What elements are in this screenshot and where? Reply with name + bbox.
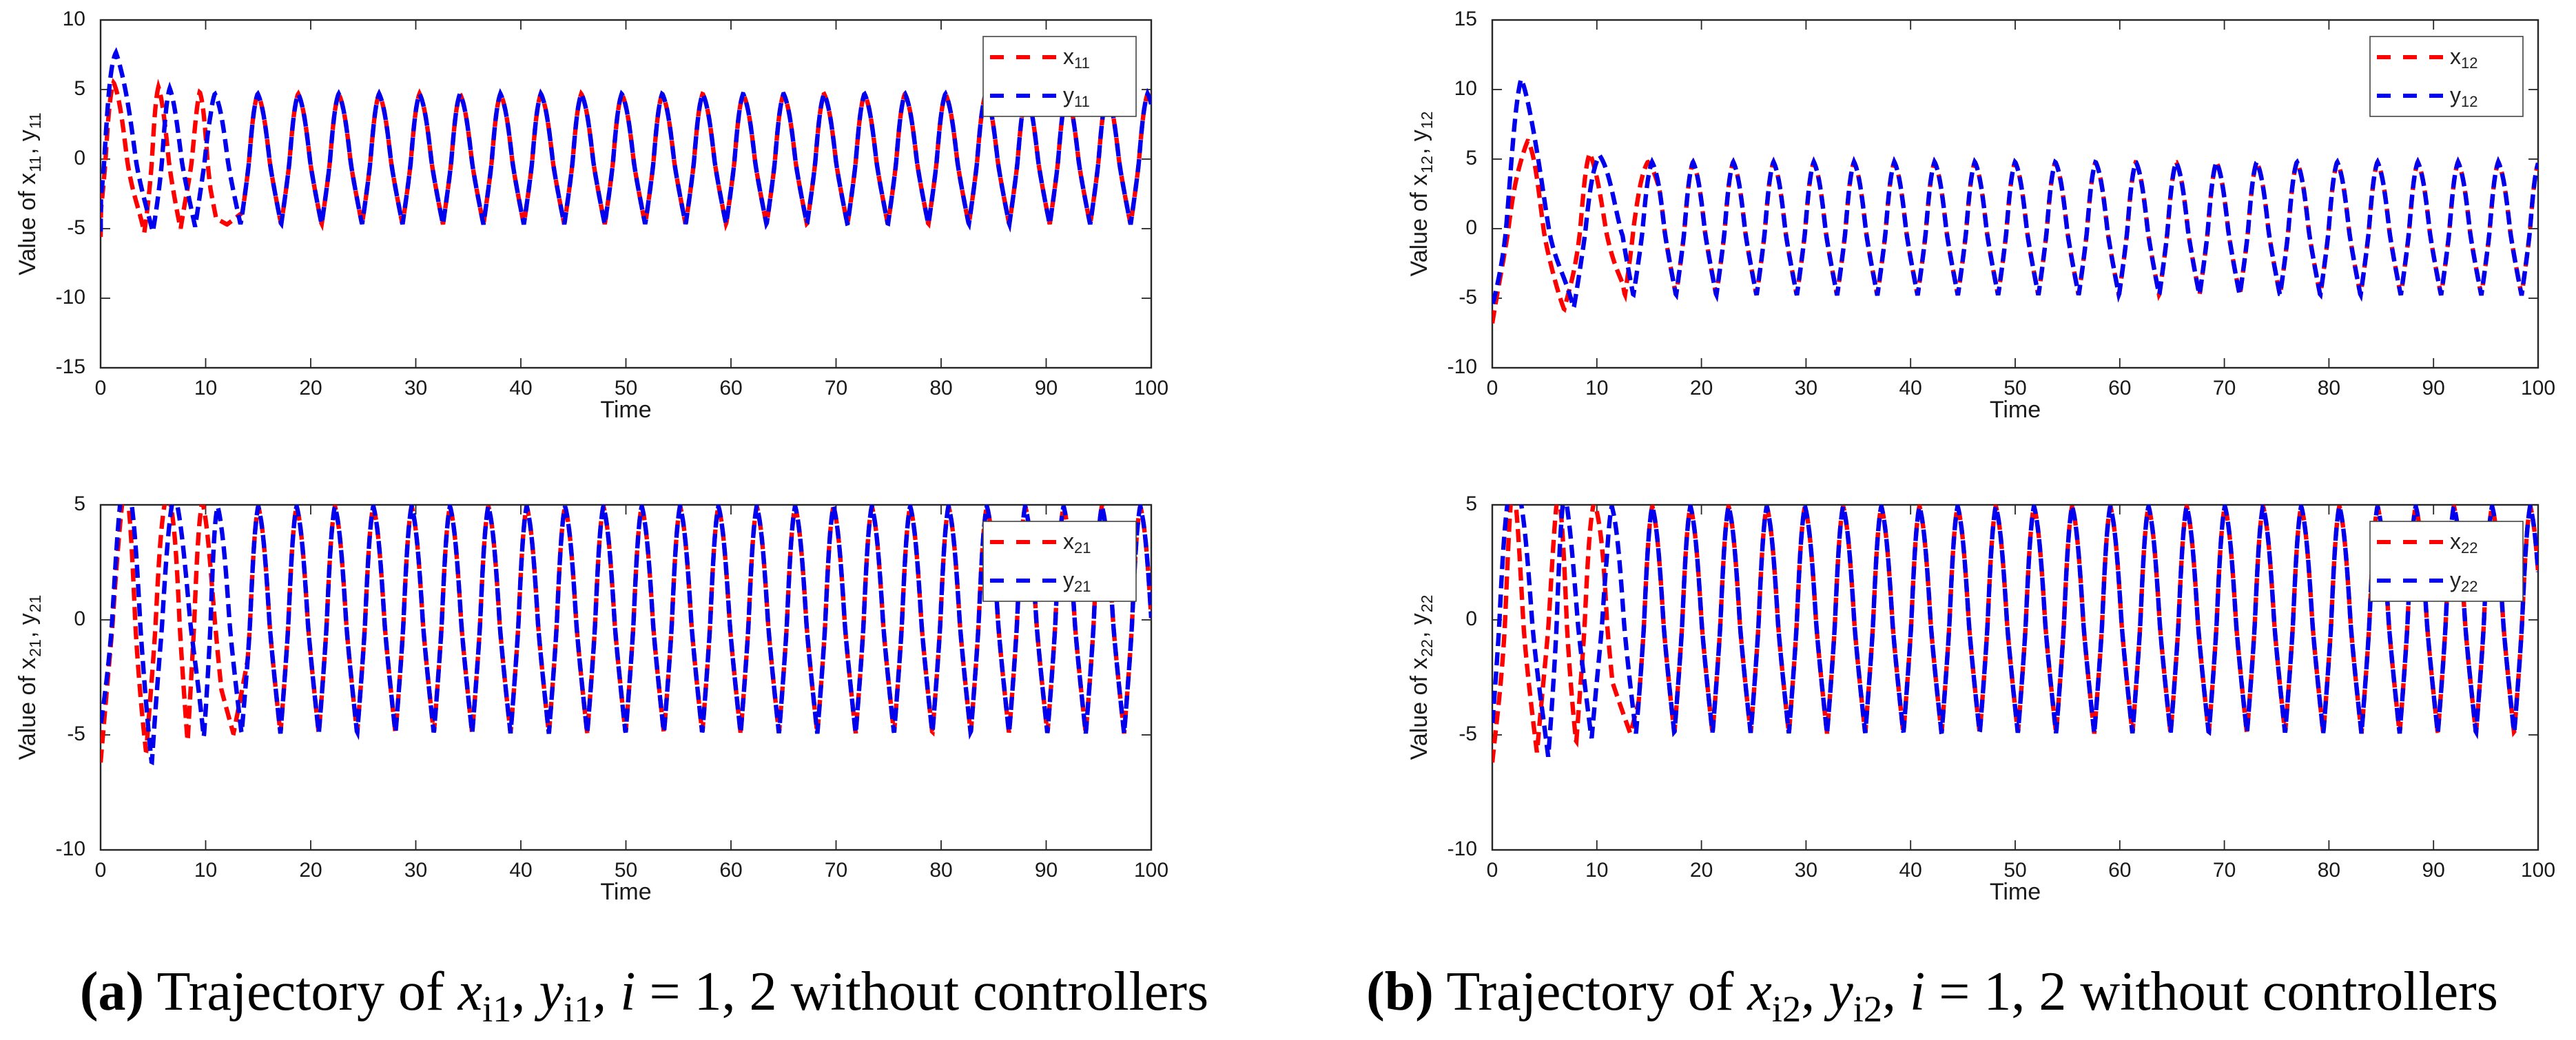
svg-text:-10: -10: [56, 838, 85, 860]
svg-text:10: 10: [1585, 859, 1608, 882]
svg-text:-5: -5: [67, 722, 85, 745]
svg-text:Time: Time: [1990, 397, 2041, 423]
svg-text:20: 20: [1690, 859, 1713, 882]
svg-text:10: 10: [1585, 377, 1608, 399]
svg-text:50: 50: [2003, 859, 2026, 882]
svg-text:10: 10: [1454, 77, 1477, 100]
svg-text:10: 10: [194, 859, 217, 882]
svg-text:70: 70: [825, 377, 847, 399]
svg-text:Time: Time: [1990, 879, 2041, 905]
svg-text:50: 50: [615, 859, 637, 882]
svg-text:0: 0: [74, 147, 85, 169]
svg-text:0: 0: [74, 607, 85, 630]
svg-text:Time: Time: [600, 879, 651, 905]
svg-text:-10: -10: [1447, 355, 1477, 378]
svg-text:90: 90: [2422, 377, 2445, 399]
svg-text:-5: -5: [1459, 722, 1477, 745]
svg-text:40: 40: [509, 859, 532, 882]
svg-text:40: 40: [1899, 377, 1922, 399]
svg-text:Value of x22, y22: Value of x22, y22: [1406, 595, 1436, 760]
svg-text:-5: -5: [67, 216, 85, 239]
svg-text:10: 10: [63, 8, 85, 30]
svg-text:70: 70: [2213, 377, 2236, 399]
svg-text:60: 60: [719, 859, 742, 882]
svg-text:0: 0: [1465, 216, 1477, 239]
svg-text:40: 40: [509, 377, 532, 399]
svg-text:30: 30: [1795, 859, 1817, 882]
svg-text:70: 70: [2213, 859, 2236, 882]
svg-text:0: 0: [1465, 607, 1477, 630]
svg-text:60: 60: [719, 377, 742, 399]
svg-text:-10: -10: [1447, 838, 1477, 860]
svg-text:0: 0: [1487, 859, 1498, 882]
svg-text:5: 5: [1465, 147, 1477, 169]
svg-text:100: 100: [1134, 377, 1168, 399]
svg-text:Value of x21, y21: Value of x21, y21: [14, 595, 44, 760]
svg-text:20: 20: [299, 859, 322, 882]
svg-text:50: 50: [2003, 377, 2026, 399]
svg-text:-5: -5: [1459, 286, 1477, 309]
svg-text:80: 80: [2318, 859, 2340, 882]
svg-text:5: 5: [74, 492, 85, 515]
svg-text:90: 90: [1035, 377, 1058, 399]
svg-text:-15: -15: [56, 355, 85, 378]
svg-text:20: 20: [299, 377, 322, 399]
svg-text:Value of x11, y11: Value of x11, y11: [14, 112, 44, 275]
svg-text:80: 80: [929, 859, 952, 882]
svg-text:100: 100: [1134, 859, 1168, 882]
svg-text:0: 0: [95, 859, 107, 882]
svg-text:15: 15: [1454, 8, 1477, 30]
svg-text:30: 30: [1795, 377, 1817, 399]
svg-text:Value of x12, y12: Value of x12, y12: [1406, 112, 1436, 277]
svg-text:20: 20: [1690, 377, 1713, 399]
svg-text:40: 40: [1899, 859, 1922, 882]
svg-text:Time: Time: [600, 397, 651, 423]
svg-text:80: 80: [2318, 377, 2340, 399]
svg-text:30: 30: [404, 377, 427, 399]
svg-text:5: 5: [74, 77, 85, 100]
svg-text:50: 50: [615, 377, 637, 399]
svg-text:60: 60: [2108, 377, 2131, 399]
svg-text:30: 30: [404, 859, 427, 882]
svg-text:90: 90: [1035, 859, 1058, 882]
svg-text:100: 100: [2521, 859, 2555, 882]
svg-text:80: 80: [929, 377, 952, 399]
svg-text:90: 90: [2422, 859, 2445, 882]
svg-text:5: 5: [1465, 492, 1477, 515]
svg-text:60: 60: [2108, 859, 2131, 882]
svg-text:-10: -10: [56, 286, 85, 309]
svg-text:0: 0: [1487, 377, 1498, 399]
svg-text:10: 10: [194, 377, 217, 399]
svg-text:70: 70: [825, 859, 847, 882]
svg-text:0: 0: [95, 377, 107, 399]
svg-text:100: 100: [2521, 377, 2555, 399]
